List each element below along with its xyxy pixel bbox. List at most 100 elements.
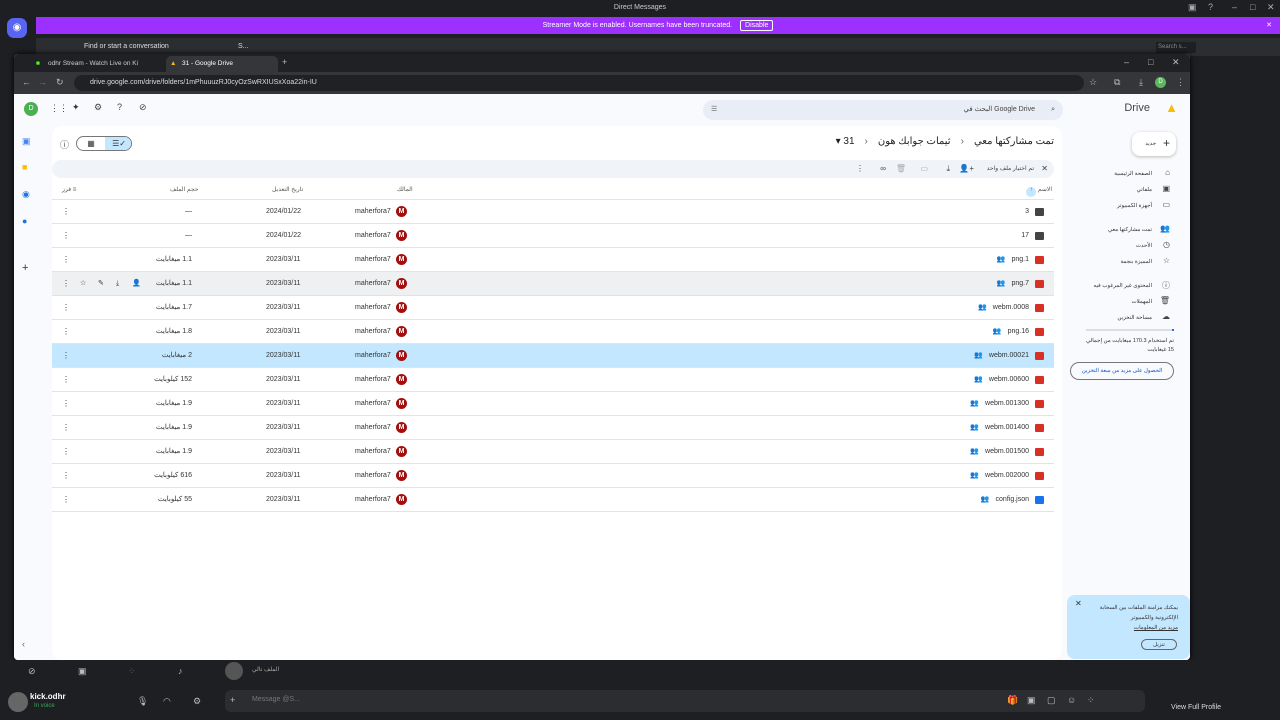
share-icon[interactable]: 👤+ bbox=[959, 164, 974, 173]
profile-avatar[interactable]: D bbox=[1155, 77, 1166, 88]
user-avatar[interactable] bbox=[8, 692, 28, 712]
more-actions-icon[interactable]: ⋮ bbox=[62, 279, 70, 288]
column-size[interactable]: حجم الملف bbox=[170, 187, 199, 193]
rename-icon[interactable]: ✎ bbox=[98, 280, 104, 287]
find-conversation-button[interactable]: Find or start a conversation bbox=[84, 43, 169, 50]
emoji-icon[interactable]: ☺ bbox=[1067, 695, 1077, 705]
breadcrumb-current[interactable]: 31 ▾ bbox=[835, 136, 855, 147]
help-icon[interactable]: ? bbox=[1208, 2, 1214, 12]
more-actions-icon[interactable]: ⋮ bbox=[62, 471, 70, 480]
close-window-icon[interactable]: ✕ bbox=[1267, 2, 1275, 12]
column-modified[interactable]: تاريخ التعديل bbox=[272, 187, 304, 193]
minimize-icon[interactable]: – bbox=[1232, 2, 1238, 12]
contacts-icon[interactable]: ● bbox=[22, 216, 28, 226]
breadcrumb-folder[interactable]: ثيمات جوابك هون bbox=[877, 136, 951, 147]
more-actions-icon[interactable]: ⋮ bbox=[62, 207, 70, 216]
gift-icon[interactable]: 🎁 bbox=[1007, 695, 1019, 705]
file-row[interactable]: ⋮ — 2024/01/22 maherfora7 M 17 bbox=[52, 224, 1054, 248]
column-name[interactable]: الاسم ↑ bbox=[1026, 186, 1052, 197]
back-icon[interactable]: ← bbox=[22, 77, 31, 87]
sidebar-item[interactable]: 🗑 المهملات bbox=[1064, 296, 1190, 310]
attach-plus-icon[interactable]: + bbox=[230, 695, 236, 705]
move-icon[interactable]: ▭ bbox=[920, 164, 928, 173]
apps-grid-icon[interactable]: ⋮⋮ bbox=[50, 103, 68, 113]
sort-button[interactable]: فرز ≡ bbox=[62, 187, 77, 193]
url-input[interactable]: drive.google.com/drive/folders/1mPhuuuzR… bbox=[74, 75, 1084, 91]
maximize-icon[interactable]: □ bbox=[1148, 57, 1154, 67]
new-tab-icon[interactable]: + bbox=[282, 57, 288, 67]
close-banner-icon[interactable]: ✕ bbox=[1266, 22, 1272, 29]
download-icon[interactable]: ⤓ bbox=[946, 164, 950, 173]
disable-streamer-button[interactable]: Disable bbox=[740, 20, 774, 31]
user-settings-icon[interactable]: ⚙ bbox=[193, 696, 202, 706]
more-actions-icon[interactable]: ⋮ bbox=[62, 399, 70, 408]
share-icon[interactable]: 👤 bbox=[132, 280, 141, 287]
view-full-profile-button[interactable]: View Full Profile bbox=[1171, 704, 1222, 711]
keep-icon[interactable]: ■ bbox=[22, 162, 28, 172]
soundboard-icon[interactable]: ♪ bbox=[178, 666, 183, 676]
microphone-icon[interactable]: 🎙 bbox=[137, 696, 149, 706]
sticker-icon[interactable]: ▢ bbox=[1047, 695, 1056, 705]
collapse-panel-icon[interactable]: ‹ bbox=[22, 639, 25, 649]
gemini-icon[interactable]: ✦ bbox=[72, 102, 80, 112]
headphones-icon[interactable]: ◠ bbox=[163, 696, 171, 706]
add-addon-icon[interactable]: + bbox=[22, 262, 29, 274]
search-options-icon[interactable]: ☰ bbox=[711, 106, 718, 113]
forward-icon[interactable]: → bbox=[38, 77, 47, 87]
clear-selection-icon[interactable]: ✕ bbox=[1041, 164, 1048, 173]
screen-share-icon[interactable]: ▣ bbox=[78, 666, 87, 676]
delete-icon[interactable]: 🗑 bbox=[895, 164, 906, 173]
breadcrumb-shared[interactable]: تمت مشاركتها معي bbox=[973, 136, 1054, 147]
tab-kick[interactable]: ■ odhr Stream - Watch Live on Ki bbox=[32, 56, 162, 72]
more-actions-icon[interactable]: ⋮ bbox=[62, 231, 70, 240]
star-icon[interactable]: ☆ bbox=[1089, 77, 1098, 87]
more-actions-icon[interactable]: ⋮ bbox=[62, 327, 70, 336]
help-icon[interactable]: ? bbox=[117, 102, 123, 112]
grid-view-icon[interactable]: ▦ bbox=[87, 139, 95, 148]
more-actions-icon[interactable]: ⋮ bbox=[62, 303, 70, 312]
more-actions-icon[interactable]: ⋮ bbox=[62, 447, 70, 456]
gif-icon[interactable]: ▣ bbox=[1027, 695, 1036, 705]
maximize-icon[interactable]: □ bbox=[1250, 2, 1256, 12]
sidebar-item[interactable]: ▭ أجهزة الكمبيوتر bbox=[1064, 200, 1190, 214]
sidebar-item[interactable]: ☆ المميزة بنجمة bbox=[1064, 256, 1190, 270]
more-actions-icon[interactable]: ⋮ bbox=[62, 375, 70, 384]
more-actions-icon[interactable]: ⋮ bbox=[856, 164, 864, 173]
list-view-icon[interactable]: ☰✓ bbox=[105, 137, 131, 150]
drive-logo-icon[interactable]: ▲ bbox=[1165, 100, 1178, 115]
details-icon[interactable]: ⓘ bbox=[60, 140, 70, 150]
camera-off-icon[interactable]: ⊘ bbox=[28, 666, 36, 676]
download-app-button[interactable]: تنزيل bbox=[1141, 639, 1177, 650]
extensions-icon[interactable]: ⧉ bbox=[1114, 77, 1121, 87]
copy-link-icon[interactable]: ∞ bbox=[880, 164, 886, 173]
activities-icon[interactable]: ⁘ bbox=[128, 666, 136, 676]
get-storage-button[interactable]: الحصول على مزيد من سعة التخزين bbox=[1070, 362, 1174, 380]
account-avatar[interactable]: D bbox=[24, 102, 38, 116]
discord-logo-icon[interactable]: ◉ bbox=[7, 18, 27, 38]
minimize-icon[interactable]: – bbox=[1124, 57, 1130, 67]
tab-google-drive[interactable]: ▲ 31 - Google Drive bbox=[166, 56, 278, 72]
learn-more-link[interactable]: مزيد من المعلومات bbox=[1133, 625, 1178, 631]
more-actions-icon[interactable]: ⋮ bbox=[62, 351, 70, 360]
sidebar-item[interactable]: ☁ مساحة التخزين bbox=[1064, 312, 1190, 326]
more-actions-icon[interactable]: ⋮ bbox=[62, 495, 70, 504]
file-row[interactable]: ⋮ — 2024/01/22 maherfora7 M 3 bbox=[52, 200, 1054, 224]
more-actions-icon[interactable]: ⋮ bbox=[62, 423, 70, 432]
apps-icon[interactable]: ⁘ bbox=[1087, 695, 1095, 705]
sort-ascending-icon[interactable]: ↑ bbox=[1026, 187, 1037, 197]
reload-icon[interactable]: ↻ bbox=[56, 77, 64, 87]
close-icon[interactable]: ✕ bbox=[1172, 57, 1180, 67]
message-input[interactable] bbox=[225, 690, 1145, 712]
offline-icon[interactable]: ⊘ bbox=[139, 102, 147, 112]
settings-icon[interactable]: ⚙ bbox=[94, 102, 103, 112]
drive-search-input[interactable]: البحث في Google Drive ⌕ ☰ bbox=[703, 100, 1063, 120]
tasks-icon[interactable]: ◉ bbox=[22, 189, 30, 199]
sidebar-item[interactable]: ◷ الأحدث bbox=[1064, 240, 1190, 254]
